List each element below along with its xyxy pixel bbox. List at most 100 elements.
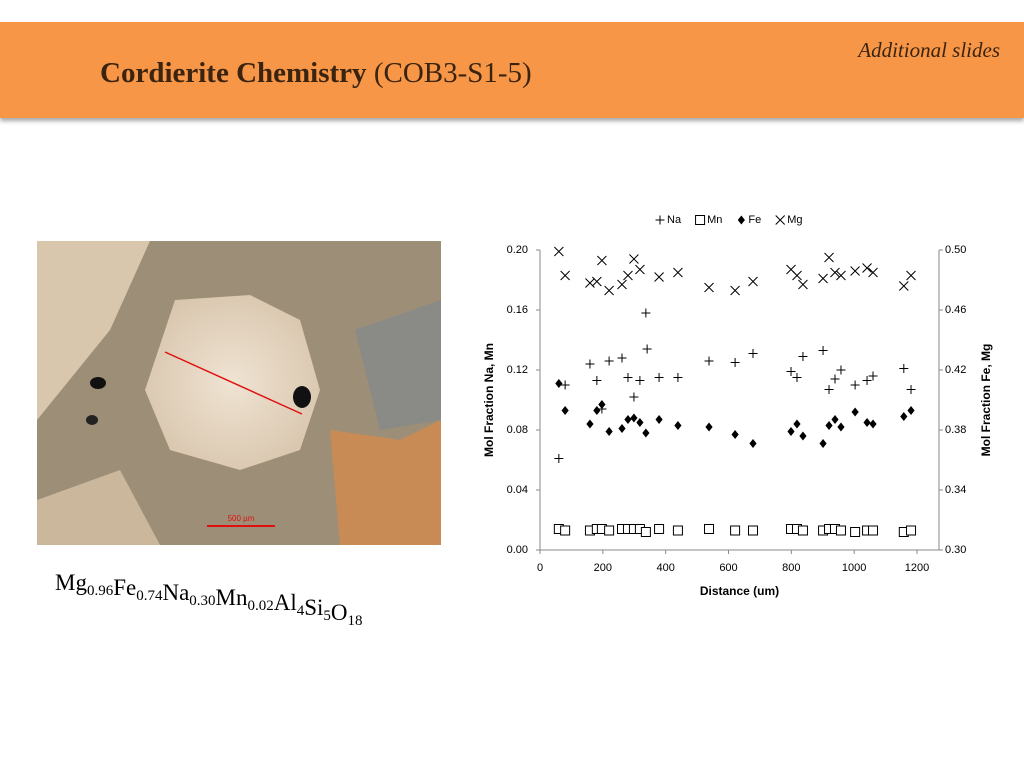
point	[630, 413, 638, 423]
point	[598, 400, 606, 409]
y-axis-label: Mol Fraction Na, Mn	[482, 343, 496, 457]
y2-tick-label: 0.38	[945, 424, 966, 436]
point	[673, 373, 683, 382]
y-tick-label: 0.04	[507, 484, 528, 496]
point	[623, 373, 633, 382]
point	[585, 278, 595, 288]
y-tick-label: 0.16	[507, 304, 528, 316]
y2-tick-label: 0.46	[945, 304, 966, 316]
point	[640, 527, 651, 537]
y-tick-label: 0.12	[507, 364, 528, 376]
point	[862, 376, 872, 385]
point	[705, 422, 713, 432]
y2-tick-label: 0.42	[945, 364, 966, 376]
point	[830, 267, 840, 278]
subscript: 0.30	[189, 593, 215, 609]
point	[819, 439, 827, 448]
point	[704, 524, 715, 534]
point	[554, 454, 564, 463]
legend-marker	[695, 215, 706, 225]
point	[837, 422, 845, 432]
point	[793, 419, 801, 429]
legend-marker	[775, 215, 786, 225]
element: Si	[304, 595, 323, 620]
point	[560, 270, 570, 281]
point	[868, 525, 879, 536]
point	[592, 376, 602, 385]
point	[674, 421, 682, 430]
point	[654, 524, 665, 534]
point	[851, 407, 859, 417]
legend-marker	[655, 215, 665, 225]
point	[835, 525, 846, 536]
point	[672, 525, 683, 536]
subscript: 0.74	[136, 588, 163, 604]
legend-marker	[737, 215, 745, 225]
point	[604, 285, 614, 296]
element: O	[331, 600, 348, 625]
y2-tick-label: 0.50	[945, 244, 966, 256]
point	[748, 276, 758, 287]
y-tick-label: 0.08	[507, 424, 528, 436]
legend-label: Mn	[707, 214, 722, 226]
subscript: 0.02	[247, 598, 273, 614]
point	[850, 380, 860, 390]
point	[654, 272, 664, 282]
x-tick-label: 800	[782, 562, 800, 574]
point	[636, 418, 644, 427]
scale-label: 500 µm	[228, 514, 255, 523]
title: Cordierite Chemistry	[100, 57, 367, 89]
point	[825, 421, 833, 430]
point	[730, 285, 740, 296]
photo: 500 µm	[37, 241, 441, 545]
point	[792, 373, 802, 382]
point	[824, 252, 834, 263]
point	[869, 419, 877, 429]
point	[748, 349, 758, 358]
point	[900, 412, 908, 421]
point	[673, 267, 683, 278]
point	[798, 352, 808, 361]
point	[818, 273, 828, 284]
point	[704, 356, 714, 366]
point	[629, 392, 639, 402]
point	[560, 380, 570, 390]
point	[798, 279, 808, 290]
subscript: 18	[348, 613, 363, 629]
x-tick-label: 1200	[905, 562, 929, 574]
header-band	[0, 22, 1024, 118]
point	[585, 359, 595, 369]
subscript: 5	[323, 608, 331, 624]
slide-title: Cordierite Chemistry (COB3-S1-5)	[100, 57, 532, 89]
point	[862, 263, 872, 273]
point	[868, 371, 878, 381]
point	[730, 358, 740, 367]
point	[748, 525, 759, 536]
point	[906, 270, 916, 281]
point	[623, 270, 633, 281]
y2-tick-label: 0.34	[945, 484, 966, 496]
x-axis-label: Distance (um)	[700, 584, 779, 598]
x-tick-label: 400	[656, 562, 674, 574]
point	[836, 270, 846, 281]
element: Fe	[113, 575, 136, 600]
point	[617, 279, 627, 290]
point	[593, 406, 601, 415]
point	[592, 276, 602, 287]
point	[899, 364, 909, 373]
legend-label: Na	[667, 214, 682, 226]
point	[561, 406, 569, 415]
point	[655, 415, 663, 424]
point	[797, 525, 808, 536]
point	[906, 385, 916, 394]
point	[605, 427, 613, 436]
legend-label: Fe	[748, 214, 761, 226]
point	[863, 418, 871, 427]
element: Na	[162, 580, 189, 605]
note: Additional slides	[856, 38, 1000, 62]
point	[906, 525, 917, 536]
point	[787, 427, 795, 436]
point	[642, 344, 652, 354]
point	[604, 525, 615, 536]
